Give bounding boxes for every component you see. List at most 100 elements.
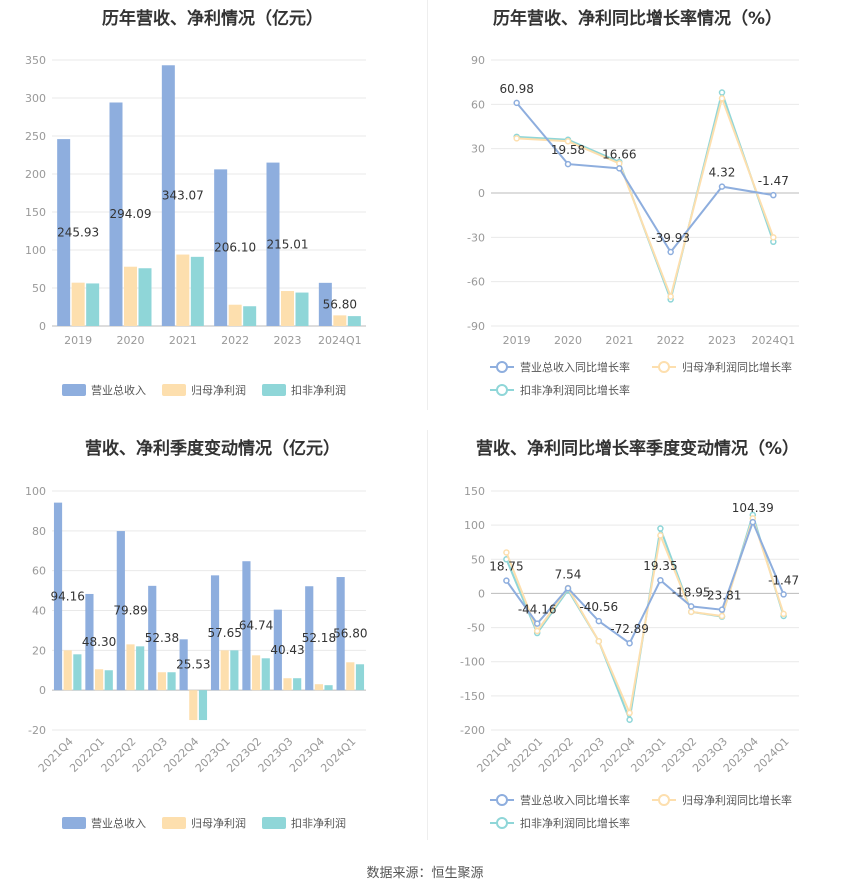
y-tick-label: 20 <box>32 644 46 657</box>
legend-label: 归母净利润同比增长率 <box>682 793 792 807</box>
data-point <box>657 532 664 539</box>
bar <box>167 672 176 691</box>
data-point <box>564 160 572 168</box>
legend-label: 营业总收入同比增长率 <box>520 793 630 807</box>
y-tick-label: -30 <box>467 231 485 244</box>
bar <box>73 654 82 691</box>
bar <box>333 315 347 326</box>
data-label: 40.43 <box>270 643 304 657</box>
y-tick-label: 60 <box>32 565 46 578</box>
bar <box>336 577 345 691</box>
bar <box>355 664 365 691</box>
vertical-divider <box>427 430 428 840</box>
data-label: 60.98 <box>499 82 533 96</box>
data-point <box>595 637 603 645</box>
series-line <box>515 102 774 254</box>
legend-label: 归母净利润 <box>191 816 246 830</box>
data-label: 57.65 <box>208 626 242 640</box>
data-point <box>503 549 510 556</box>
bar <box>252 655 261 691</box>
bar <box>161 65 175 327</box>
bar <box>85 593 94 691</box>
data-label: 56.80 <box>333 627 367 641</box>
bar <box>57 139 71 326</box>
data-label: -40.56 <box>579 600 618 614</box>
data-label: 52.18 <box>302 631 336 645</box>
panel-annual-growth: 历年营收、净利同比增长率情况（%） -90 -60 -30 0 30 60 90 2019 20… <box>425 0 850 410</box>
bar <box>295 292 309 326</box>
data-point <box>718 183 726 190</box>
chart-title: 历年营收、净利情况（亿元） <box>102 9 323 29</box>
bar <box>157 672 166 691</box>
panel-annual-revenue: 历年营收、净利情况（亿元） 0 50 100 150 200 250 300 350 2019 2… <box>0 0 425 410</box>
bar <box>324 685 333 691</box>
x-tick-label: 2021 <box>169 334 197 347</box>
data-point <box>667 248 674 256</box>
bar <box>126 644 135 691</box>
legend-marker <box>658 361 670 373</box>
data-point <box>657 525 664 532</box>
x-tick-label: 2023 <box>274 334 302 347</box>
legend-marker <box>496 384 508 396</box>
y-tick-label: 300 <box>25 92 46 105</box>
y-tick-label: 0 <box>39 684 46 697</box>
data-label: 94.16 <box>51 589 85 603</box>
bar <box>214 169 228 326</box>
y-tick-label: 150 <box>464 485 485 498</box>
data-label: 52.38 <box>145 631 179 645</box>
legend-swatch <box>262 384 286 396</box>
y-tick-label: -100 <box>460 656 485 669</box>
data-point <box>718 95 726 102</box>
data-point <box>626 716 633 724</box>
data-label: 215.01 <box>267 237 309 251</box>
legend-swatch <box>162 384 186 396</box>
legend-marker <box>496 794 508 806</box>
series-line <box>516 95 775 300</box>
y-tick-label: 0 <box>39 320 46 333</box>
bar <box>243 306 257 326</box>
x-tick-label: 2019 <box>503 334 531 347</box>
quarterly-line-chart: -200-150-100-500501001502021Q42022Q12022… <box>460 485 799 830</box>
data-label: 7.54 <box>555 567 582 581</box>
data-point <box>513 135 520 142</box>
bar <box>347 316 361 326</box>
y-tick-label: 100 <box>464 519 485 532</box>
data-label: 19.35 <box>643 559 677 573</box>
bar <box>53 502 63 691</box>
y-tick-label: 0 <box>478 587 485 600</box>
bar <box>346 662 355 691</box>
bar <box>305 586 314 691</box>
bar <box>198 690 208 721</box>
legend-label: 扣非净利润 <box>291 816 346 830</box>
data-label: -1.47 <box>758 174 789 188</box>
data-point <box>718 612 726 620</box>
y-tick-label: 90 <box>471 54 485 67</box>
x-tick-label: 2021 <box>605 334 633 347</box>
y-tick-label: -20 <box>28 724 46 737</box>
y-tick-label: 350 <box>25 54 46 67</box>
data-point <box>626 639 633 647</box>
data-point <box>564 138 572 145</box>
data-label: 206.10 <box>214 241 256 255</box>
chart-title: 历年营收、净利同比增长率情况（%） <box>492 9 783 29</box>
data-label: 16.66 <box>602 147 636 161</box>
bar <box>138 268 152 326</box>
y-tick-label: 80 <box>32 525 46 538</box>
data-point <box>595 617 603 625</box>
y-tick-label: 0 <box>478 187 485 200</box>
bar <box>116 531 125 691</box>
y-tick-label: -60 <box>467 276 485 289</box>
bar <box>179 639 188 691</box>
bar <box>242 561 251 691</box>
data-point <box>503 577 510 584</box>
data-point <box>687 603 695 610</box>
legend-swatch <box>62 384 86 396</box>
data-label: -1.47 <box>768 573 799 587</box>
bar <box>281 291 294 326</box>
x-tick-label: 2023 <box>708 334 736 347</box>
legend-marker <box>496 361 508 373</box>
y-tick-label: -50 <box>467 622 485 635</box>
bar <box>189 690 198 721</box>
data-point <box>533 620 541 627</box>
bar <box>261 658 270 691</box>
